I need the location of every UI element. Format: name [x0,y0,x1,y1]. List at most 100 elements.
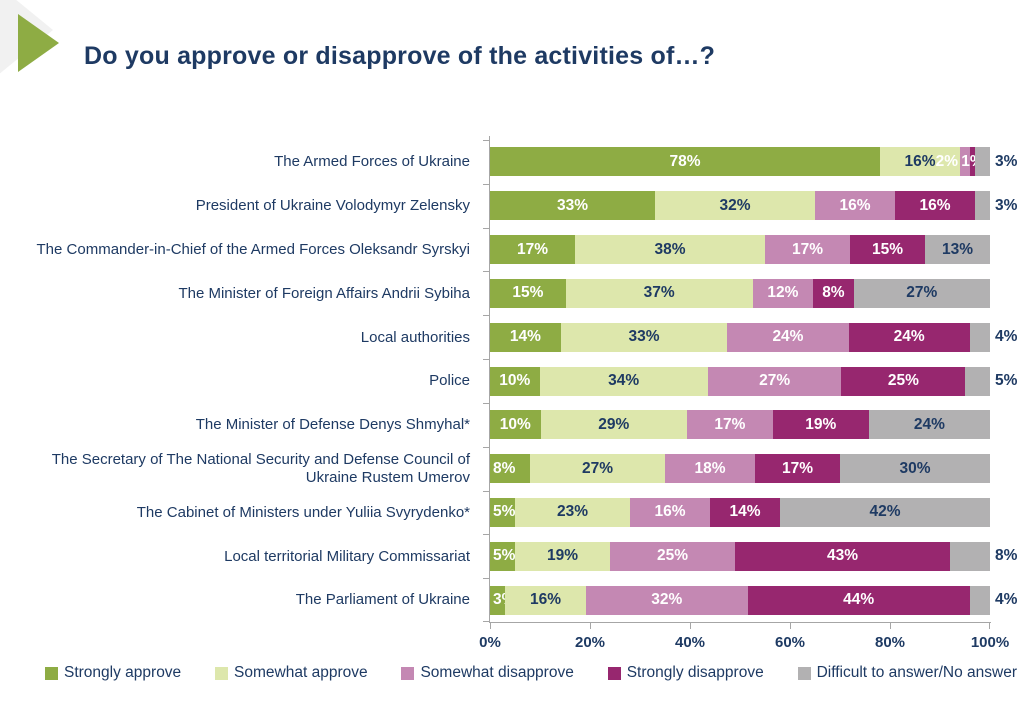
bar-value-label: 27% [906,284,938,302]
bar-value-label: 14% [509,328,541,346]
bar-segment: 24% [727,322,849,352]
bar-value-label: 34% [608,372,640,389]
x-axis-tick-label: 100% [970,634,1010,651]
bar-segment: 3% [975,147,1017,177]
bar-value-label: 14% [729,503,761,521]
bar-segment: 24% [848,322,970,352]
bar-row: 14% 33% 24% 24% 4% [490,322,1017,352]
bar-segment: 8% [950,541,1017,571]
bar-value-label: 23% [556,503,589,521]
y-axis-tick [483,140,489,141]
legend-item: Strongly disapprove [607,664,764,682]
category-label: The Secretary of The National Security a… [51,451,470,486]
bar-segment: 10% [490,366,540,396]
bar-value-label: 2% [935,152,958,170]
bar-value-label: 29% [598,415,630,433]
bar-value-label: 32% [651,591,683,609]
bar-segment: 38% [575,235,765,265]
bar-segment: 16% [880,147,960,177]
bar-value-label: 27% [581,459,614,477]
bar-value-label: 8% [493,459,516,477]
x-axis-tick-label: 60% [774,634,806,651]
legend-label: Somewhat disapprove [420,664,574,681]
x-axis-tick-label: 20% [574,634,606,651]
bar-segment: 23% [515,497,630,527]
bar-value-label: 3% [995,152,1018,170]
decorative-triangle-green [18,14,59,72]
legend-label: Difficult to answer/No answer [816,664,1017,681]
bar-segment: 42% [780,497,990,527]
category-label: President of Ukraine Volodymyr Zelensky [195,197,470,215]
bar-segment: 25% [610,541,735,571]
chart-title: Do you approve or disapprove of the acti… [84,41,716,70]
bar-segment: 3% [975,191,1017,221]
bar-value-label: 8% [822,284,845,302]
x-axis-tick [790,623,791,629]
bar-value-label: 37% [643,284,675,302]
bar-segment: 17% [755,454,840,484]
bar-segment: 32% [585,585,748,615]
x-axis-tick [490,623,491,629]
bar-segment: 16% [895,191,975,221]
legend-swatch [45,666,58,680]
x-axis-tick [989,623,990,629]
y-axis-tick [483,315,489,317]
bar-row: 78% 16% 2% 1% 3% [490,147,1017,177]
bar-segment: 4% [969,585,1017,615]
bar-segment: 27% [530,454,665,484]
bar-value-label: 12% [767,284,799,302]
bar-segment: 13% [925,235,990,265]
bar-row: 8% 27% 18% 17% 30% [490,454,990,484]
bar-segment: 33% [490,191,655,221]
x-axis-line [489,622,991,623]
chart-legend: Strongly approve Somewhat approve Somewhat… [45,664,1017,682]
bar-value-label: 16% [919,196,951,214]
category-label: Police [429,372,470,390]
bar-value-label: 13% [941,240,974,258]
bar-segment: 8% [490,454,530,484]
bar-value-label: 44% [843,591,875,609]
bar-segment: 12% [752,278,814,308]
bar-segment: 29% [540,410,687,440]
bar-row: 5% 23% 16% 14% 42% [490,497,990,527]
bar-value-label: 3% [995,196,1018,214]
category-axis-labels: The Armed Forces of Ukraine President of … [0,140,482,622]
x-axis-tick-label: 40% [674,634,706,651]
bar-value-label: 38% [654,240,686,258]
bar-row: 3% 16% 32% 44% 4% [490,585,1017,615]
bar-segment: 15% [490,278,566,308]
legend-swatch [607,666,621,680]
bar-value-label: 30% [899,459,931,477]
x-axis-tick [890,623,891,629]
bar-segment: 27% [853,278,990,308]
bar-segment: 19% [772,410,869,440]
x-axis-tick [690,623,691,629]
y-axis-tick [483,621,489,622]
legend-item: Somewhat disapprove [401,664,574,682]
bar-segment: 32% [655,191,815,221]
legend-item: Strongly approve [45,664,181,682]
bar-value-label: 10% [499,372,531,389]
category-label: The Commander-in-Chief of the Armed Forc… [36,240,470,258]
category-label: The Cabinet of Ministers under Yuliia Sv… [136,503,470,521]
legend-label: Strongly disapprove [626,664,764,681]
bar-value-label: 5% [994,372,1018,389]
y-axis-line [489,136,490,623]
bar-value-label: 16% [654,503,686,521]
bar-value-label: 16% [530,591,562,609]
bar-row: 17% 38% 17% 15% 13% [490,235,990,265]
legend-swatch [215,666,229,680]
bar-segment: 17% [765,235,850,265]
bar-value-label: 17% [714,415,746,433]
bar-value-label: 16% [839,196,871,214]
x-axis-tick-label: 80% [874,634,906,651]
bar-value-label: 4% [994,328,1018,346]
bar-segment: 33% [560,322,728,352]
legend-label: Strongly approve [64,664,182,681]
bar-segment: 14% [490,322,561,352]
bar-segment: 4% [969,322,1017,352]
bar-segment: 16% [630,497,710,527]
y-axis-tick [483,534,489,536]
bar-segment: 17% [490,235,575,265]
y-axis-tick [483,359,489,361]
